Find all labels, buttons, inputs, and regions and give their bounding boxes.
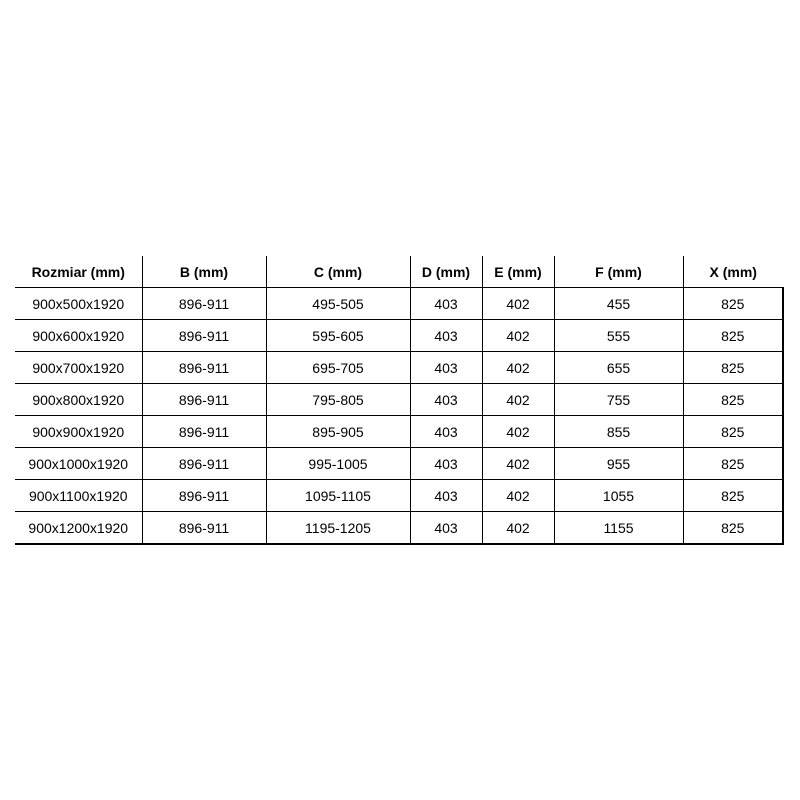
cell-c: 695-705 xyxy=(265,351,410,384)
cell-e: 402 xyxy=(481,479,554,512)
dimensions-table: Rozmiar (mm) B (mm) C (mm) D (mm) E (mm)… xyxy=(15,256,784,545)
cell-f: 655 xyxy=(553,351,683,384)
header-d: D (mm) xyxy=(409,256,482,288)
cell-e: 402 xyxy=(481,415,554,448)
header-f: F (mm) xyxy=(553,256,683,288)
cell-x: 825 xyxy=(682,511,784,545)
table-row: 900x1000x1920 896-911 995-1005 403 402 955 825 xyxy=(15,447,784,480)
table-row: 900x1100x1920 896-911 1095-1105 403 402 1055 8… xyxy=(15,479,784,512)
cell-e: 402 xyxy=(481,447,554,480)
cell-x: 825 xyxy=(682,287,784,320)
cell-f: 1155 xyxy=(553,511,683,545)
cell-x: 825 xyxy=(682,479,784,512)
cell-size: 900x600x1920 xyxy=(15,319,142,352)
cell-c: 795-805 xyxy=(265,383,410,416)
table-row: 900x500x1920 896-911 495-505 403 402 455 825 xyxy=(15,287,784,320)
cell-b: 896-911 xyxy=(141,351,266,384)
cell-size: 900x900x1920 xyxy=(15,415,142,448)
cell-b: 896-911 xyxy=(141,415,266,448)
cell-f: 455 xyxy=(553,287,683,320)
cell-c: 995-1005 xyxy=(265,447,410,480)
cell-x: 825 xyxy=(682,383,784,416)
cell-f: 755 xyxy=(553,383,683,416)
cell-size: 900x1100x1920 xyxy=(15,479,142,512)
cell-d: 403 xyxy=(409,415,482,448)
cell-b: 896-911 xyxy=(141,511,266,545)
cell-d: 403 xyxy=(409,383,482,416)
header-c: C (mm) xyxy=(265,256,410,288)
table-row: 900x900x1920 896-911 895-905 403 402 855 825 xyxy=(15,415,784,448)
cell-d: 403 xyxy=(409,511,482,545)
cell-e: 402 xyxy=(481,319,554,352)
cell-d: 403 xyxy=(409,319,482,352)
cell-b: 896-911 xyxy=(141,479,266,512)
header-b: B (mm) xyxy=(141,256,266,288)
cell-d: 403 xyxy=(409,287,482,320)
header-x: X (mm) xyxy=(682,256,783,288)
cell-x: 825 xyxy=(682,415,784,448)
cell-c: 895-905 xyxy=(265,415,410,448)
cell-e: 402 xyxy=(481,287,554,320)
cell-f: 855 xyxy=(553,415,683,448)
table-row: 900x600x1920 896-911 595-605 403 402 555 825 xyxy=(15,319,784,352)
cell-size: 900x1200x1920 xyxy=(15,511,142,545)
cell-f: 555 xyxy=(553,319,683,352)
cell-c: 1195-1205 xyxy=(265,511,410,545)
cell-e: 402 xyxy=(481,511,554,545)
cell-f: 1055 xyxy=(553,479,683,512)
cell-size: 900x800x1920 xyxy=(15,383,142,416)
cell-c: 595-605 xyxy=(265,319,410,352)
cell-b: 896-911 xyxy=(141,287,266,320)
table-row: 900x700x1920 896-911 695-705 403 402 655 825 xyxy=(15,351,784,384)
header-size: Rozmiar (mm) xyxy=(15,256,142,288)
cell-b: 896-911 xyxy=(141,447,266,480)
cell-d: 403 xyxy=(409,351,482,384)
cell-size: 900x1000x1920 xyxy=(15,447,142,480)
cell-size: 900x500x1920 xyxy=(15,287,142,320)
cell-x: 825 xyxy=(682,351,784,384)
cell-d: 403 xyxy=(409,479,482,512)
cell-f: 955 xyxy=(553,447,683,480)
cell-e: 402 xyxy=(481,383,554,416)
cell-b: 896-911 xyxy=(141,319,266,352)
header-row: Rozmiar (mm) B (mm) C (mm) D (mm) E (mm)… xyxy=(15,256,783,288)
cell-b: 896-911 xyxy=(141,383,266,416)
cell-x: 825 xyxy=(682,319,784,352)
table-row: 900x800x1920 896-911 795-805 403 402 755 825 xyxy=(15,383,784,416)
cell-size: 900x700x1920 xyxy=(15,351,142,384)
cell-c: 495-505 xyxy=(265,287,410,320)
table-row: 900x1200x1920 896-911 1195-1205 403 402 1155 8… xyxy=(15,511,784,545)
cell-e: 402 xyxy=(481,351,554,384)
cell-c: 1095-1105 xyxy=(265,479,410,512)
cell-d: 403 xyxy=(409,447,482,480)
header-e: E (mm) xyxy=(481,256,554,288)
cell-x: 825 xyxy=(682,447,784,480)
